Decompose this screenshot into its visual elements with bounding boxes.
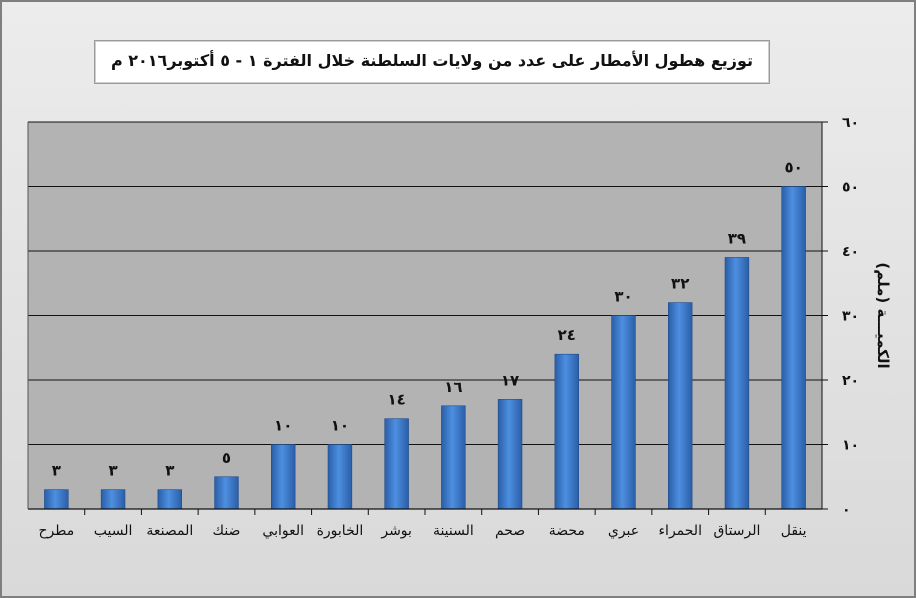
y-tick-label: ١٠ [842,438,859,454]
bar-value-label: ٣٩ [728,229,746,247]
x-tick-label: المصنعة [146,523,193,539]
bar [611,315,636,510]
bar [271,444,296,510]
bar-value-label: ٣٢ [671,275,689,293]
bar [327,444,353,510]
x-tick-label: صحم [495,523,525,539]
bar [441,405,466,510]
y-tick-label: ٥٠ [842,180,859,196]
bar [157,489,182,510]
bar-value-label: ٣ [165,462,174,480]
value-labels: ٣ ٣ ٣ ٥ ١٠ ١٠ ١٤ ١٦ ١٧ ٢٤ ٣٠ ٣٢ ٣٩ ٥٠ [52,159,803,480]
bar [44,489,69,510]
y-tick-label: ٦٠ [842,115,859,131]
x-tick-label: بوشر [380,523,412,539]
x-tick-label: السيب [94,523,133,539]
bar [384,418,409,510]
x-tick-labels: مطرح السيب المصنعة ضنك العوابي الخابورة بوشر ال… [28,508,822,539]
bar [724,257,750,510]
bar-value-label: ٣ [108,462,117,480]
chart-title-box: توزيع هطول الأمطار على عدد من ولايات الس… [94,40,770,84]
x-tick-label: الخابورة [317,523,364,539]
x-tick-label: محضة [549,523,585,539]
chart-title: توزيع هطول الأمطار على عدد من ولايات الس… [110,51,754,70]
y-tick-label: ٢٠ [842,373,859,389]
x-tick-label: الحمراء [658,523,701,539]
bar-value-label: ٣ [52,462,61,480]
y-tick-label: ٤٠ [842,244,859,260]
x-tick-label: السنينة [433,523,474,539]
bar-value-label: ١٠ [274,417,292,435]
bar [497,399,523,510]
x-tick-label: عبري [608,523,639,539]
bar [781,186,806,510]
x-tick-label: ينقل [781,523,807,539]
x-tick-label: ضنك [213,523,241,539]
x-tick-label: الرستاق [713,523,760,539]
y-tick-label: ٣٠ [842,309,859,325]
bar [554,353,579,510]
y-tick-label: ٠ [842,502,851,518]
bar [100,489,126,510]
bar-value-label: ٣٠ [614,288,632,306]
y-axis: ٠ ١٠ ٢٠ ٣٠ ٤٠ ٥٠ ٦٠ [27,115,859,518]
bar-value-label: ١٤ [387,391,405,409]
x-tick-label: العوابي [262,523,304,539]
bar-value-label: ٥ [222,449,231,467]
bar-value-label: ١٦ [444,378,462,396]
bar-value-label: ١٧ [501,371,519,389]
x-tick-label: مطرح [38,523,74,539]
bar-value-label: ٥٠ [784,159,802,177]
bar-value-label: ٢٤ [558,326,576,344]
y-axis-label: الكميـــة (ملم) [874,262,892,368]
bar [214,476,239,510]
bar-value-label: ١٠ [331,417,349,435]
bar [668,302,693,510]
bars [44,186,806,510]
